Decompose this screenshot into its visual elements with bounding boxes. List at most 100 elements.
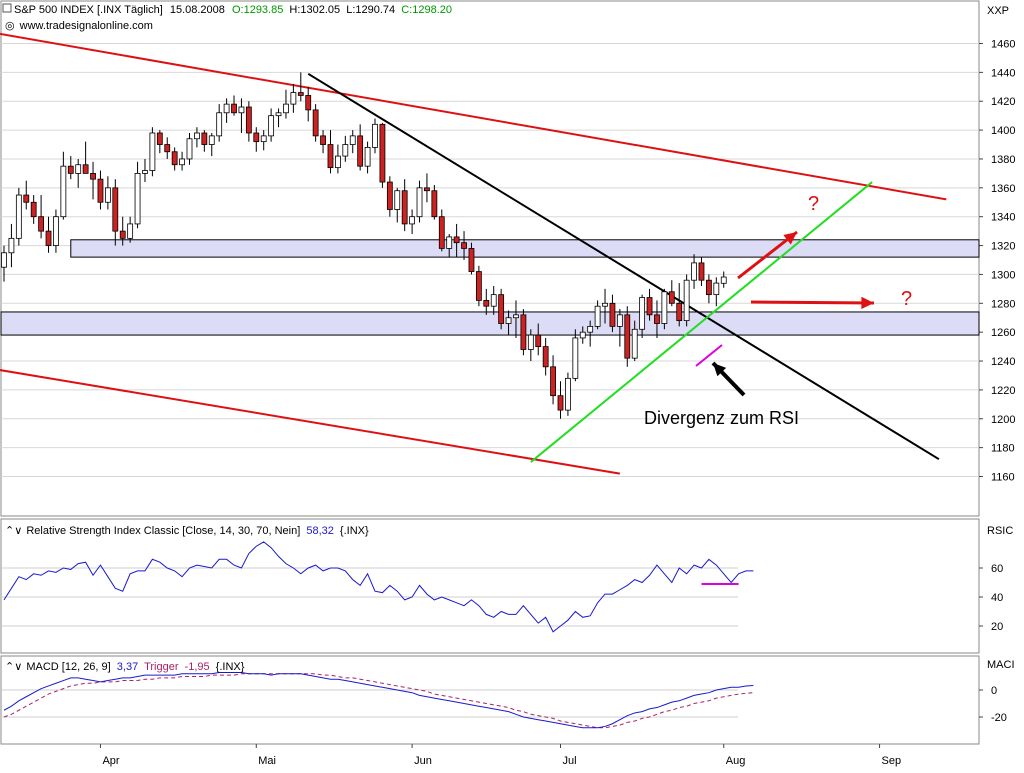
candle-body-up: [594, 305, 601, 327]
candle-body-up: [565, 377, 571, 411]
candle-body-up: [223, 103, 230, 114]
rsi-tick-label: 20: [991, 621, 1003, 633]
candle: [565, 372, 571, 416]
candle-body-up: [290, 92, 297, 105]
price-tick-label: 1320: [991, 241, 1015, 253]
header-symbol: S&P 500 INDEX [.INX Täglich]: [14, 4, 163, 16]
x-axis: Apr Mai Jun Jul Aug Sep: [99, 744, 901, 767]
candle-body-up: [208, 135, 215, 145]
macd-tick-label: -20: [991, 712, 1007, 724]
candle: [297, 72, 304, 102]
candle: [713, 277, 720, 307]
price-tick-label: 1240: [991, 356, 1015, 368]
rsi-tick-label: 40: [991, 592, 1003, 604]
candle-body-down: [431, 190, 438, 218]
candle-body-up: [142, 170, 148, 174]
candle-body-up: [490, 294, 497, 307]
candle-body-down: [535, 334, 542, 348]
candle: [453, 223, 460, 258]
watermark-icon: ◎: [5, 20, 15, 32]
candle-body-up: [149, 132, 156, 171]
candle: [97, 170, 104, 210]
collapse-icon[interactable]: [2, 3, 12, 13]
candle: [542, 337, 549, 376]
candle: [357, 124, 364, 171]
candle: [194, 127, 200, 148]
candle: [661, 288, 668, 330]
candle: [505, 310, 512, 336]
price-divergence-marker: [695, 344, 723, 367]
x-tick-label-aug: Aug: [726, 755, 746, 767]
candle: [260, 130, 267, 151]
candle-body-up: [53, 216, 59, 246]
candle: [579, 326, 586, 344]
candle: [616, 309, 623, 347]
candle-body-down: [624, 314, 631, 359]
candle: [231, 95, 237, 116]
black-arrow: [711, 361, 746, 397]
candle-body-down: [312, 109, 319, 137]
candle: [535, 323, 542, 356]
candle-body-down: [245, 106, 252, 134]
candle-body-down: [90, 172, 96, 180]
candle-body-up: [602, 302, 608, 307]
candle: [416, 180, 423, 223]
price-tick-label: 1280: [991, 298, 1015, 310]
rsi-axis-label: RSIC: [987, 525, 1013, 537]
candle: [691, 254, 697, 289]
candle: [186, 132, 193, 165]
candle-body-up: [342, 144, 349, 157]
candle: [498, 288, 505, 330]
candle-body-down: [438, 216, 445, 249]
macd-value: 3,37: [117, 661, 138, 673]
macd-tick-label: 0: [991, 685, 997, 697]
candle: [490, 285, 497, 315]
svg-text:⌃∨ MACD [12, 26, 9]: ⌃∨ MACD [12, 26, 9] 3,37 Trigger -1,95 {…: [5, 661, 245, 673]
rsi-tick-label: 60: [991, 563, 1003, 575]
x-tick-label-jul: Jul: [563, 755, 577, 767]
candle: [90, 161, 96, 200]
candle: [594, 300, 601, 330]
candle: [386, 176, 393, 217]
macd-series-line: [3, 671, 754, 729]
macd-trigger-label: Trigger: [144, 661, 179, 673]
price-tick-label: 1360: [991, 183, 1015, 195]
rsi-label: Relative Strength Index Classic [Close, …: [26, 525, 300, 537]
candle-body-up: [364, 147, 371, 167]
panel-border-0: [0, 0, 980, 517]
macd-label: MACD [12, 26, 9]: [26, 661, 110, 673]
price-tick-label: 1460: [991, 39, 1015, 51]
candle: [550, 355, 556, 405]
candle-body-down: [475, 271, 482, 301]
candle-body-up: [60, 165, 67, 218]
candle: [30, 195, 37, 224]
candle-body-down: [668, 291, 675, 304]
candle: [720, 271, 727, 288]
price-tick-label: 1180: [991, 443, 1015, 455]
candle: [275, 108, 282, 128]
header-low: L:1290.74: [346, 4, 395, 16]
candle: [572, 329, 579, 382]
candle-body-up: [394, 190, 401, 210]
price-tick-label: 1200: [991, 414, 1015, 426]
watermark-text: www.tradesignalonline.com: [19, 20, 153, 32]
candle: [557, 381, 564, 419]
candle-body-up: [505, 317, 512, 324]
panel-border-1: [0, 518, 980, 654]
candle-body-down: [550, 366, 556, 397]
candle-body-down: [453, 236, 460, 244]
price-tick-label: 1340: [991, 212, 1015, 224]
candle: [334, 144, 341, 174]
candle: [513, 300, 519, 338]
candle: [82, 141, 89, 174]
header-high: H:1302.05: [289, 4, 340, 16]
candle-body-up: [639, 297, 646, 330]
price-tick-label: 1420: [991, 96, 1015, 108]
candle: [268, 108, 275, 142]
candle: [38, 195, 44, 239]
candle-body-down: [498, 294, 505, 324]
candle: [475, 265, 482, 307]
candle: [461, 231, 467, 260]
candle: [238, 98, 245, 133]
candle-body-up: [127, 223, 134, 239]
